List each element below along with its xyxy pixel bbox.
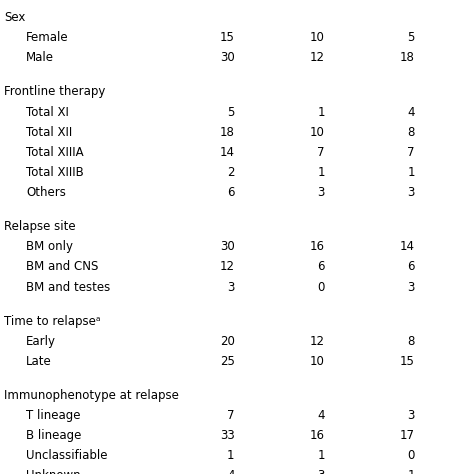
Text: Late: Late (26, 355, 52, 368)
Text: 3: 3 (317, 469, 325, 474)
Text: 10: 10 (310, 126, 325, 139)
Text: 12: 12 (219, 260, 235, 273)
Text: Early: Early (26, 335, 56, 348)
Text: Female: Female (26, 31, 69, 44)
Text: BM and CNS: BM and CNS (26, 260, 99, 273)
Text: 1: 1 (407, 469, 415, 474)
Text: BM only: BM only (26, 240, 73, 253)
Text: Relapse site: Relapse site (4, 220, 75, 233)
Text: 1: 1 (227, 449, 235, 462)
Text: 20: 20 (220, 335, 235, 348)
Text: Male: Male (26, 51, 54, 64)
Text: B lineage: B lineage (26, 429, 82, 442)
Text: BM and testes: BM and testes (26, 281, 110, 293)
Text: Unclassifiable: Unclassifiable (26, 449, 108, 462)
Text: 10: 10 (310, 355, 325, 368)
Text: 6: 6 (317, 260, 325, 273)
Text: 5: 5 (227, 106, 235, 118)
Text: 18: 18 (220, 126, 235, 139)
Text: 17: 17 (400, 429, 415, 442)
Text: Frontline therapy: Frontline therapy (4, 85, 105, 99)
Text: 33: 33 (220, 429, 235, 442)
Text: Total XIIIA: Total XIIIA (26, 146, 84, 159)
Text: 8: 8 (407, 335, 415, 348)
Text: 5: 5 (407, 31, 415, 44)
Text: 3: 3 (407, 186, 415, 199)
Text: Sex: Sex (4, 11, 25, 24)
Text: Unknown: Unknown (26, 469, 81, 474)
Text: 0: 0 (317, 281, 325, 293)
Text: Others: Others (26, 186, 66, 199)
Text: 3: 3 (407, 281, 415, 293)
Text: 8: 8 (407, 126, 415, 139)
Text: 12: 12 (310, 51, 325, 64)
Text: 16: 16 (310, 429, 325, 442)
Text: 30: 30 (220, 51, 235, 64)
Text: Time to relapseᵃ: Time to relapseᵃ (4, 315, 100, 328)
Text: 14: 14 (400, 240, 415, 253)
Text: 4: 4 (407, 106, 415, 118)
Text: 15: 15 (220, 31, 235, 44)
Text: 6: 6 (227, 186, 235, 199)
Text: 15: 15 (400, 355, 415, 368)
Text: 7: 7 (317, 146, 325, 159)
Text: 6: 6 (407, 260, 415, 273)
Text: 18: 18 (400, 51, 415, 64)
Text: Total XII: Total XII (26, 126, 73, 139)
Text: 7: 7 (227, 409, 235, 422)
Text: 1: 1 (317, 106, 325, 118)
Text: T lineage: T lineage (26, 409, 81, 422)
Text: 25: 25 (220, 355, 235, 368)
Text: 4: 4 (227, 469, 235, 474)
Text: 1: 1 (317, 449, 325, 462)
Text: 3: 3 (227, 281, 235, 293)
Text: Immunophenotype at relapse: Immunophenotype at relapse (4, 389, 179, 402)
Text: 14: 14 (219, 146, 235, 159)
Text: Total XIIIB: Total XIIIB (26, 166, 84, 179)
Text: 12: 12 (310, 335, 325, 348)
Text: 1: 1 (407, 166, 415, 179)
Text: 10: 10 (310, 31, 325, 44)
Text: 4: 4 (317, 409, 325, 422)
Text: Total XI: Total XI (26, 106, 69, 118)
Text: 1: 1 (317, 166, 325, 179)
Text: 0: 0 (407, 449, 415, 462)
Text: 7: 7 (407, 146, 415, 159)
Text: 3: 3 (407, 409, 415, 422)
Text: 30: 30 (220, 240, 235, 253)
Text: 3: 3 (317, 186, 325, 199)
Text: 16: 16 (310, 240, 325, 253)
Text: 2: 2 (227, 166, 235, 179)
